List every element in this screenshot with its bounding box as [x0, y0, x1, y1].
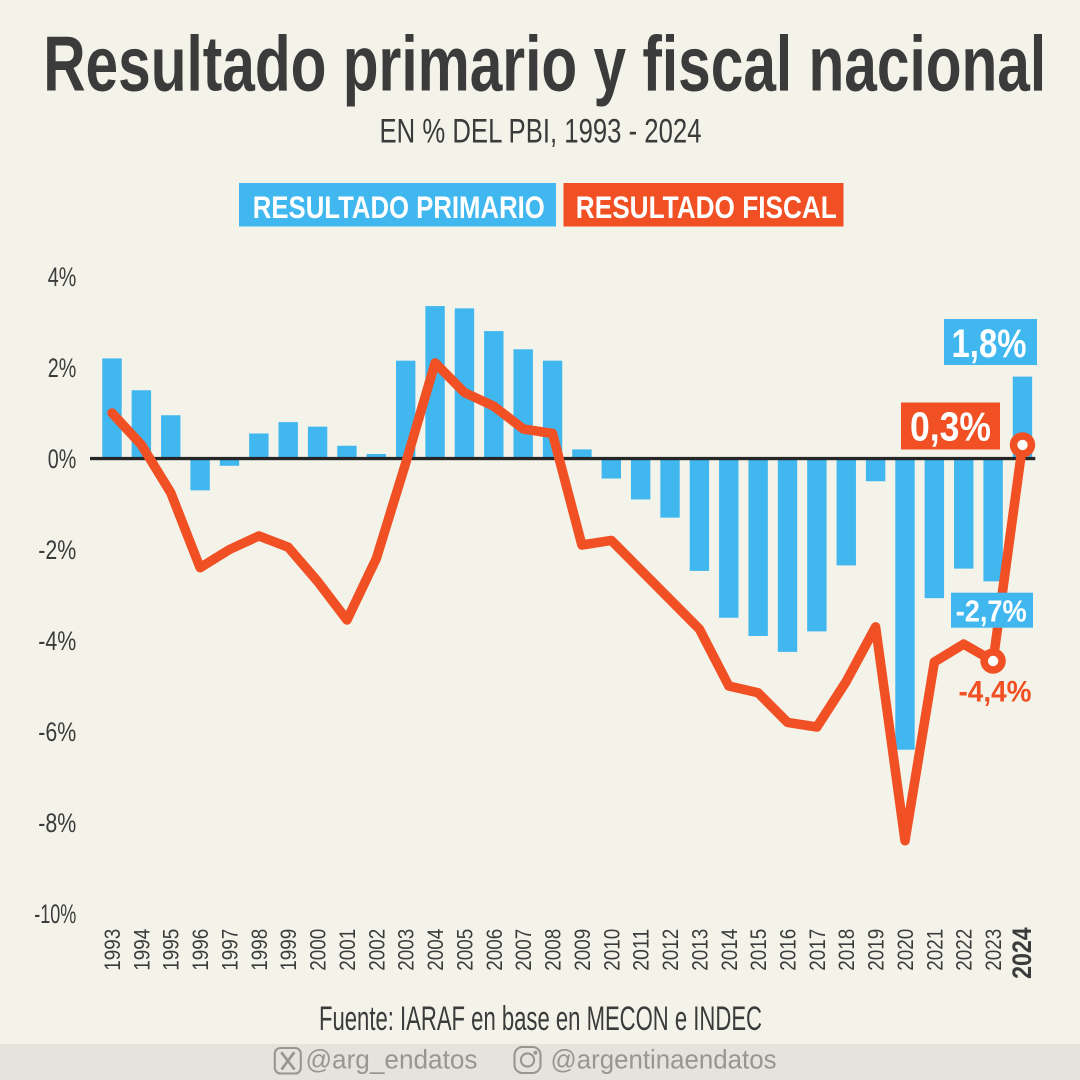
svg-text:2021: 2021 [922, 929, 947, 971]
svg-text:2004: 2004 [423, 929, 448, 971]
svg-text:2000: 2000 [306, 929, 331, 971]
svg-text:-2,7%: -2,7% [956, 593, 1027, 628]
svg-text:2005: 2005 [452, 929, 477, 971]
svg-text:2014: 2014 [717, 929, 742, 971]
svg-text:2022: 2022 [952, 929, 977, 971]
svg-text:-4%: -4% [38, 626, 76, 656]
svg-text:2012: 2012 [658, 929, 683, 971]
svg-text:2016: 2016 [776, 929, 801, 971]
svg-text:2006: 2006 [482, 929, 507, 971]
svg-text:2013: 2013 [687, 929, 712, 971]
svg-text:-6%: -6% [38, 717, 76, 747]
svg-text:Resultado primario y fiscal na: Resultado primario y fiscal nacional [43, 20, 1046, 108]
svg-text:1996: 1996 [188, 929, 213, 971]
svg-text:0,3%: 0,3% [910, 404, 991, 450]
svg-text:1,8%: 1,8% [952, 322, 1027, 366]
svg-text:2010: 2010 [599, 929, 624, 971]
svg-text:EN % DEL PBI, 1993 - 2024: EN % DEL PBI, 1993 - 2024 [380, 112, 702, 150]
svg-text:1995: 1995 [159, 929, 184, 971]
svg-text:2023: 2023 [981, 929, 1006, 971]
svg-text:1994: 1994 [129, 929, 154, 971]
svg-text:@arg_endatos: @arg_endatos [306, 1045, 478, 1075]
svg-text:2018: 2018 [834, 929, 859, 971]
svg-text:2002: 2002 [364, 929, 389, 971]
svg-text:Fuente: IARAF en base en MECON: Fuente: IARAF en base en MECON e INDEC [319, 1000, 762, 1038]
svg-text:1993: 1993 [100, 929, 125, 971]
svg-text:RESULTADO FISCAL: RESULTADO FISCAL [576, 189, 837, 225]
svg-text:-4,4%: -4,4% [959, 676, 1032, 709]
svg-text:2003: 2003 [394, 929, 419, 971]
svg-text:-2%: -2% [38, 535, 76, 565]
svg-text:2017: 2017 [805, 929, 830, 971]
svg-text:2%: 2% [48, 353, 77, 383]
svg-text:2020: 2020 [893, 929, 918, 971]
svg-text:2007: 2007 [511, 929, 536, 971]
svg-text:2024: 2024 [1007, 927, 1037, 979]
svg-text:2015: 2015 [746, 929, 771, 971]
svg-text:2008: 2008 [541, 929, 566, 971]
svg-text:1998: 1998 [247, 929, 272, 971]
svg-text:2001: 2001 [335, 929, 360, 971]
svg-text:-8%: -8% [38, 808, 76, 838]
svg-text:2019: 2019 [864, 929, 889, 971]
svg-text:-10%: -10% [34, 899, 76, 929]
svg-text:0%: 0% [48, 444, 77, 474]
svg-text:2009: 2009 [570, 929, 595, 971]
svg-text:1999: 1999 [276, 929, 301, 971]
svg-text:@argentinaendatos: @argentinaendatos [551, 1045, 777, 1075]
svg-text:4%: 4% [48, 262, 77, 292]
svg-text:1997: 1997 [218, 929, 243, 971]
svg-text:2011: 2011 [629, 929, 654, 971]
svg-text:RESULTADO PRIMARIO: RESULTADO PRIMARIO [253, 189, 545, 225]
